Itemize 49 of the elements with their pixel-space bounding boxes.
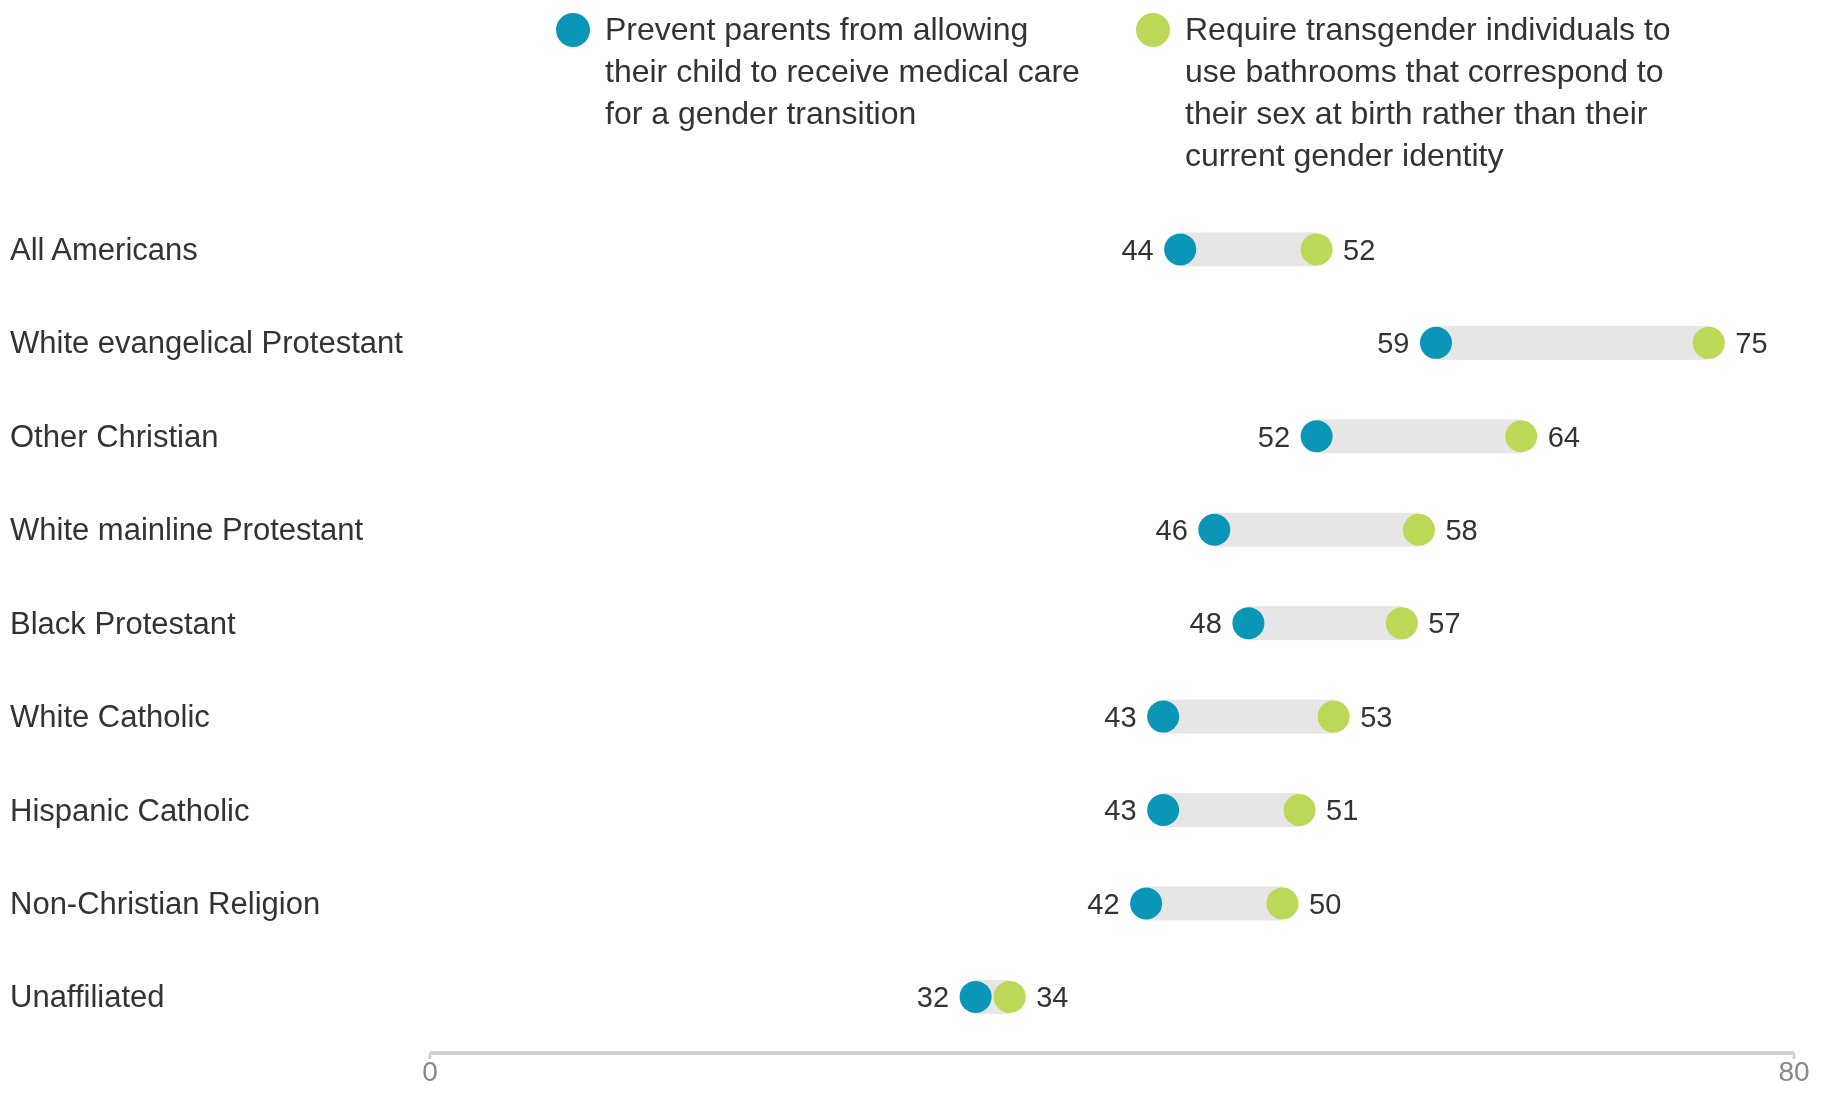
y-tick-label: Black Protestant bbox=[10, 605, 237, 641]
y-tick-label: All Americans bbox=[10, 231, 198, 267]
y-tick-label: Non-Christian Religion bbox=[10, 885, 321, 921]
point bbox=[1300, 420, 1333, 453]
data-label: 64 bbox=[1547, 420, 1580, 453]
data-label: 52 bbox=[1257, 420, 1291, 453]
data-label: 57 bbox=[1428, 607, 1461, 640]
legend-label: Require transgender individuals to use bathrooms that correspond to their sex at birth rather than their current gender identity bbox=[1185, 10, 1672, 175]
data-label: 32 bbox=[916, 981, 950, 1014]
data-label: 48 bbox=[1189, 607, 1222, 640]
y-tick-label: Other Christian bbox=[10, 418, 219, 454]
data-label: 51 bbox=[1326, 794, 1359, 827]
x-tick-label: 0 bbox=[422, 1055, 438, 1087]
point bbox=[1419, 326, 1452, 359]
point bbox=[1232, 607, 1265, 640]
point bbox=[1283, 794, 1316, 827]
data-label: 43 bbox=[1104, 700, 1137, 733]
point bbox=[1505, 420, 1538, 453]
point bbox=[1130, 887, 1163, 920]
data-label: 53 bbox=[1360, 700, 1393, 733]
data-label: 50 bbox=[1309, 887, 1342, 920]
data-label: 58 bbox=[1445, 514, 1478, 547]
point bbox=[1385, 607, 1418, 640]
point bbox=[1317, 700, 1350, 733]
data-label: 43 bbox=[1104, 794, 1137, 827]
data-label: 42 bbox=[1087, 887, 1120, 920]
point bbox=[1164, 233, 1197, 266]
point bbox=[1198, 513, 1231, 546]
point bbox=[959, 980, 992, 1013]
point bbox=[993, 980, 1026, 1013]
point bbox=[1147, 700, 1180, 733]
data-label: 46 bbox=[1155, 514, 1188, 547]
point bbox=[1266, 887, 1299, 920]
y-tick-label: Unaffiliated bbox=[10, 979, 165, 1015]
legend-label: Prevent parents from allowing their child to receive medical care for a gender transition bbox=[605, 10, 1081, 133]
data-label: 44 bbox=[1121, 233, 1154, 266]
x-tick-label: 80 bbox=[1778, 1055, 1810, 1087]
point bbox=[1147, 794, 1180, 827]
data-label: 59 bbox=[1377, 327, 1410, 360]
data-label: 52 bbox=[1343, 233, 1376, 266]
point bbox=[1300, 233, 1333, 266]
y-tick-label: White mainline Protestant bbox=[10, 512, 364, 548]
data-label: 34 bbox=[1036, 981, 1069, 1014]
point bbox=[1402, 513, 1435, 546]
point bbox=[1692, 326, 1725, 359]
y-tick-label: White Catholic bbox=[10, 699, 210, 735]
data-label: 75 bbox=[1735, 327, 1768, 360]
y-tick-label: White evangelical Protestant bbox=[10, 325, 404, 361]
y-tick-label: Hispanic Catholic bbox=[10, 792, 250, 828]
